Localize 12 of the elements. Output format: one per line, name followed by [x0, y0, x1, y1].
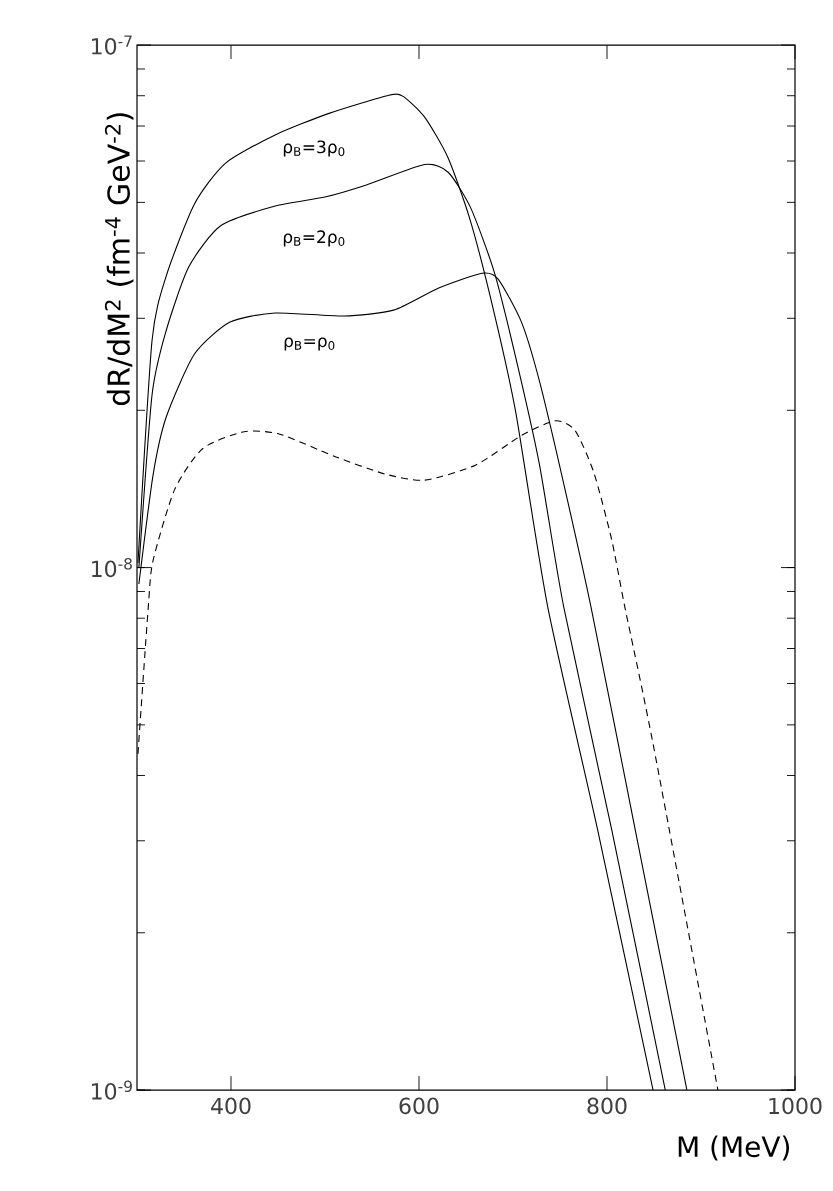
x-tick-label: 1000	[769, 1097, 822, 1115]
y-tick-label: 10$^{-9}$	[92, 1080, 132, 1100]
x-tick-label: 600	[399, 1097, 439, 1115]
y-axis-title: dR/dM$^{2}$ (fm$^{-4}$ GeV$^{-2}$)	[104, 113, 134, 406]
x-axis-title: M (MeV)	[678, 1135, 790, 1161]
y-tick-label: 10$^{-7}$	[92, 35, 132, 55]
x-tick-label: 400	[211, 1097, 251, 1115]
annotation: ρ$_{B}$=ρ$_{0}$	[284, 337, 335, 351]
x-tick-label: 800	[587, 1097, 627, 1115]
annotation: ρ$_{B}$=2ρ$_{0}$	[283, 230, 345, 247]
annotation: ρ$_{B}$=3ρ$_{0}$	[283, 140, 345, 157]
y-tick-label: 10$^{-8}$	[92, 557, 132, 578]
